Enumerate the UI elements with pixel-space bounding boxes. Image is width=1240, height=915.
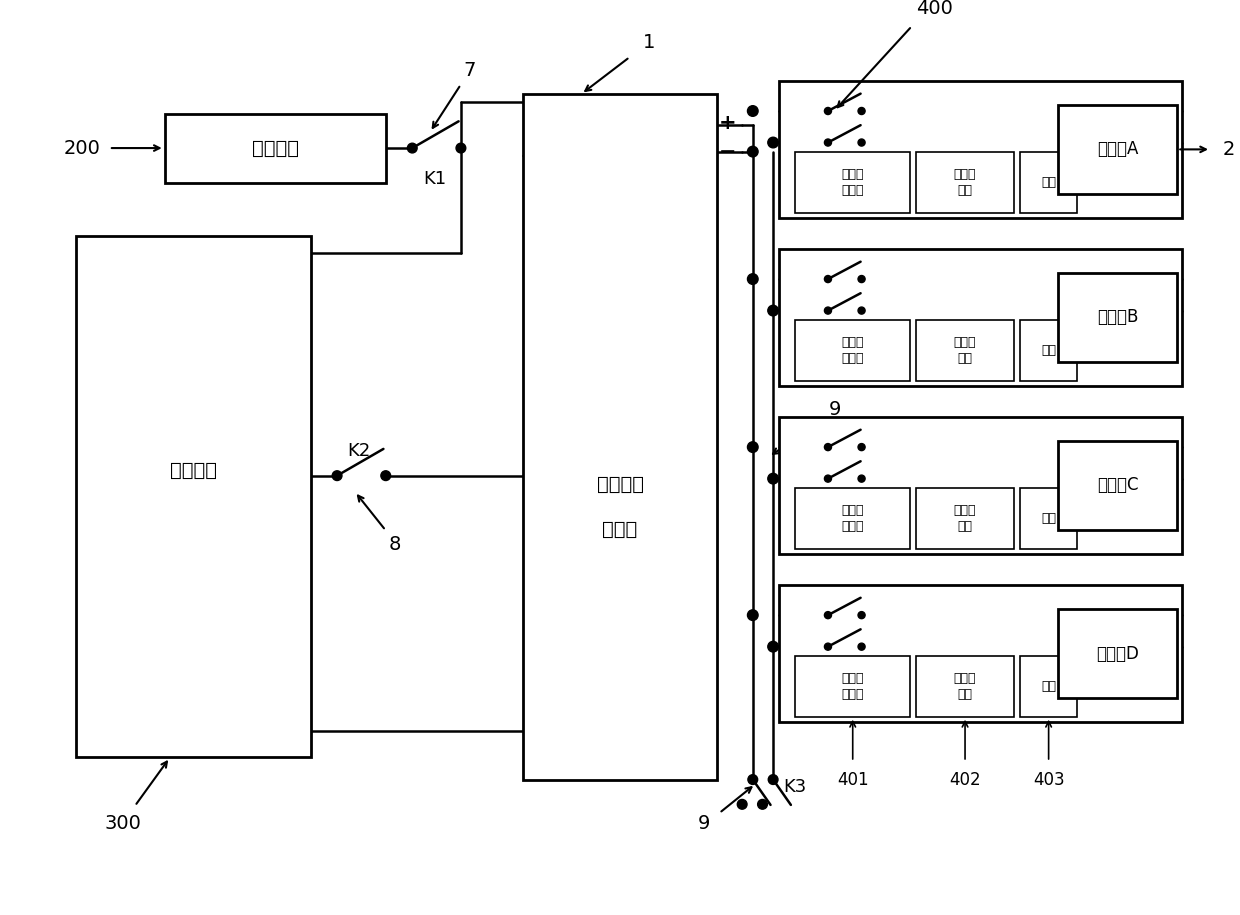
- Text: K2: K2: [347, 442, 371, 460]
- Text: 绝缘监
测模块: 绝缘监 测模块: [842, 673, 864, 701]
- Bar: [795, 656, 910, 716]
- Bar: [795, 320, 910, 381]
- Circle shape: [768, 306, 779, 316]
- Circle shape: [858, 611, 866, 619]
- Circle shape: [825, 611, 832, 619]
- Text: 电模组: 电模组: [603, 520, 637, 539]
- Circle shape: [858, 139, 866, 146]
- Bar: [523, 94, 718, 780]
- Bar: [165, 113, 386, 183]
- Circle shape: [748, 609, 758, 620]
- Bar: [779, 417, 1182, 554]
- Bar: [1019, 152, 1078, 212]
- Text: 双输入充: 双输入充: [596, 475, 644, 494]
- Bar: [1019, 656, 1078, 716]
- Bar: [1019, 320, 1078, 381]
- Text: 充电枪B: 充电枪B: [1097, 308, 1138, 327]
- Circle shape: [748, 106, 758, 116]
- Text: 绝缘监
测模块: 绝缘监 测模块: [842, 504, 864, 533]
- Text: 200: 200: [64, 138, 100, 157]
- Text: 绝缘监
测模块: 绝缘监 测模块: [842, 336, 864, 365]
- Circle shape: [825, 444, 832, 450]
- Circle shape: [408, 144, 417, 153]
- Circle shape: [858, 275, 866, 283]
- Text: 300: 300: [104, 814, 141, 834]
- Bar: [779, 249, 1182, 386]
- Circle shape: [748, 775, 758, 784]
- Bar: [1019, 489, 1078, 549]
- Text: +: +: [719, 113, 737, 134]
- Text: 充电控
制器: 充电控 制器: [954, 168, 976, 197]
- Text: 绝缘监
测模块: 绝缘监 测模块: [842, 168, 864, 197]
- Circle shape: [748, 146, 758, 156]
- Bar: [1058, 441, 1177, 530]
- Circle shape: [858, 444, 866, 450]
- Bar: [916, 320, 1013, 381]
- Bar: [779, 585, 1182, 722]
- Bar: [795, 152, 910, 212]
- Circle shape: [858, 107, 866, 114]
- Circle shape: [825, 275, 832, 283]
- Circle shape: [381, 471, 391, 480]
- Text: 储能电池: 储能电池: [170, 460, 217, 479]
- Text: 电表: 电表: [1042, 680, 1056, 693]
- Text: 电表: 电表: [1042, 512, 1056, 525]
- Text: 充电控
制器: 充电控 制器: [954, 504, 976, 533]
- Bar: [1058, 609, 1177, 698]
- Circle shape: [768, 473, 779, 484]
- Text: 充电控
制器: 充电控 制器: [954, 673, 976, 701]
- Text: 交流电网: 交流电网: [252, 138, 299, 157]
- Text: 充电枪C: 充电枪C: [1097, 477, 1138, 494]
- Text: K3: K3: [784, 778, 807, 796]
- Circle shape: [748, 442, 758, 452]
- Bar: [916, 152, 1013, 212]
- Text: 8: 8: [388, 535, 401, 554]
- Text: 9: 9: [698, 814, 711, 834]
- Text: −: −: [719, 142, 737, 162]
- Circle shape: [332, 471, 342, 480]
- Circle shape: [825, 139, 832, 146]
- Bar: [76, 236, 310, 758]
- Circle shape: [825, 307, 832, 314]
- Bar: [916, 656, 1013, 716]
- Text: 充电控
制器: 充电控 制器: [954, 336, 976, 365]
- Circle shape: [769, 775, 777, 784]
- Circle shape: [758, 800, 768, 809]
- Circle shape: [825, 643, 832, 651]
- Text: 7: 7: [464, 60, 476, 80]
- Bar: [916, 489, 1013, 549]
- Text: 电表: 电表: [1042, 176, 1056, 189]
- Text: K1: K1: [423, 170, 446, 188]
- Text: 402: 402: [950, 770, 981, 789]
- Text: 电表: 电表: [1042, 344, 1056, 357]
- Text: 403: 403: [1033, 770, 1064, 789]
- Bar: [1058, 105, 1177, 194]
- Text: 充电枪A: 充电枪A: [1097, 140, 1138, 158]
- Text: 9: 9: [828, 401, 841, 419]
- Circle shape: [738, 800, 746, 809]
- Text: 400: 400: [915, 0, 952, 17]
- Circle shape: [825, 107, 832, 114]
- Circle shape: [825, 475, 832, 482]
- Circle shape: [768, 641, 779, 652]
- Circle shape: [858, 475, 866, 482]
- Circle shape: [748, 274, 758, 285]
- Circle shape: [858, 643, 866, 651]
- Bar: [1058, 273, 1177, 362]
- Bar: [779, 81, 1182, 218]
- Circle shape: [768, 137, 779, 148]
- Circle shape: [858, 307, 866, 314]
- Text: 充电枪D: 充电枪D: [1096, 644, 1140, 662]
- Text: 1: 1: [644, 33, 656, 52]
- Text: 401: 401: [837, 770, 868, 789]
- Bar: [795, 489, 910, 549]
- Circle shape: [456, 144, 466, 153]
- Text: 2: 2: [1223, 140, 1235, 159]
